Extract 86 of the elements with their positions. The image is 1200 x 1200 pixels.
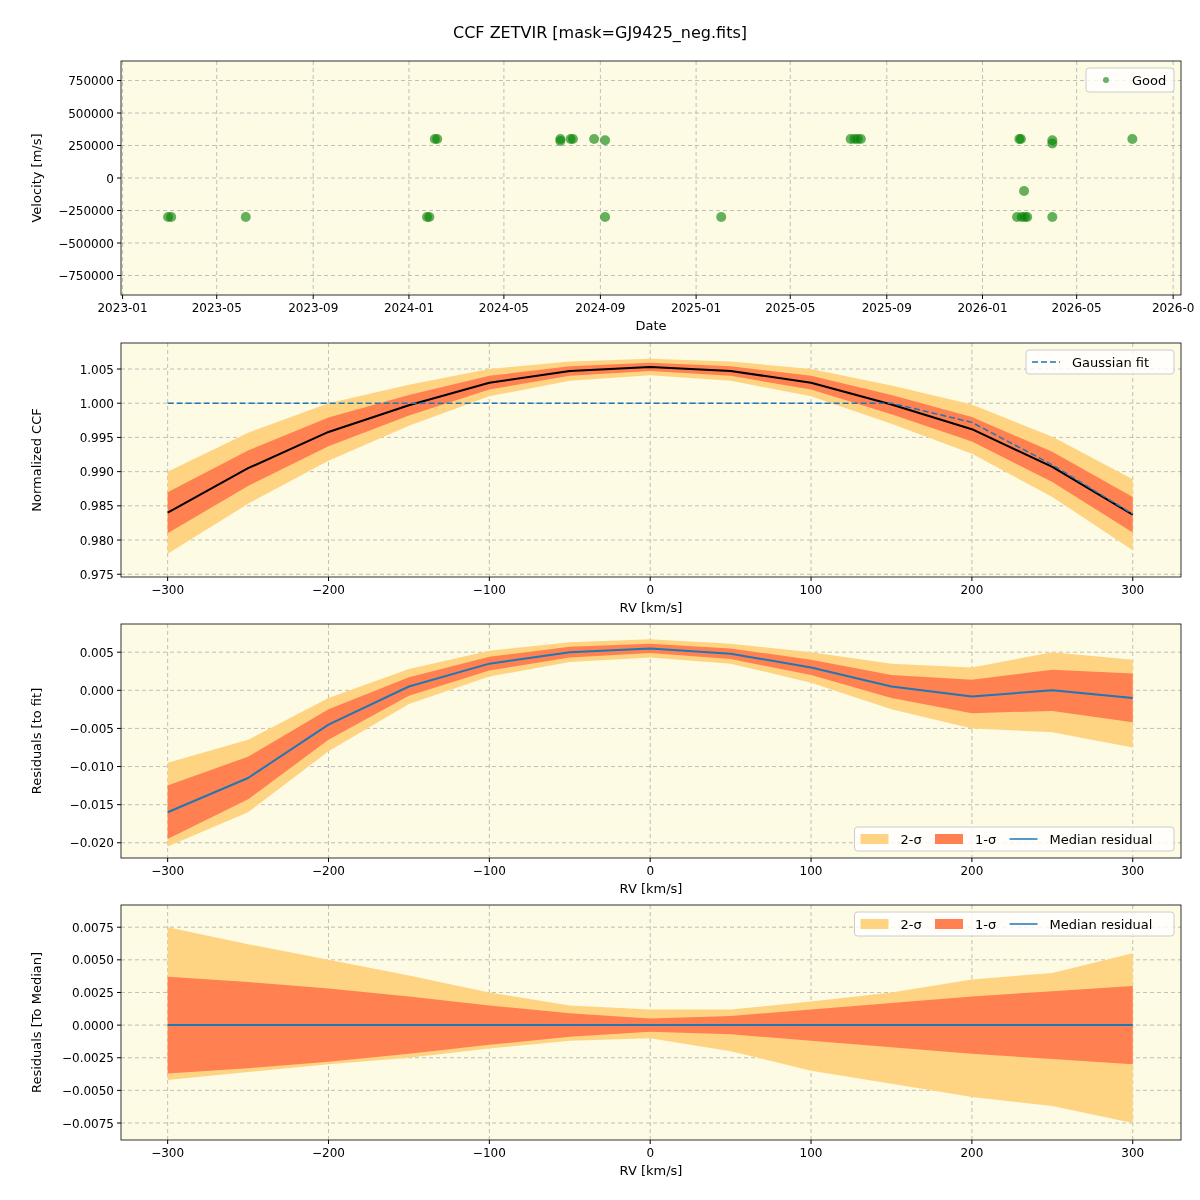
y-tick-label: −0.010 bbox=[69, 760, 114, 775]
y-tick-label: −0.005 bbox=[69, 721, 114, 736]
legend-label: Median residual bbox=[1049, 916, 1153, 932]
x-tick-label: 100 bbox=[799, 1146, 823, 1160]
x-tick-label: 300 bbox=[1121, 1146, 1145, 1160]
y-tick-label: −0.020 bbox=[69, 836, 114, 851]
point bbox=[240, 212, 251, 222]
y-tick-label: 0.0075 bbox=[72, 920, 114, 935]
y-tick-label: −500000 bbox=[58, 236, 114, 251]
y-tick-label: −750000 bbox=[58, 269, 114, 283]
x-axis-title: RV [km/s] bbox=[619, 881, 683, 896]
y-tick-label: 0.990 bbox=[79, 465, 114, 480]
x-tick-label: 0 bbox=[646, 583, 655, 597]
y-tick-label: −0.0025 bbox=[61, 1051, 114, 1066]
x-tick-label: 200 bbox=[960, 864, 984, 878]
x-axis-title: Date bbox=[635, 318, 667, 333]
legend-label: 2-σ bbox=[900, 916, 922, 932]
point bbox=[600, 135, 611, 146]
x-tick-label: −300 bbox=[151, 864, 185, 878]
legend-label: 1-σ bbox=[975, 916, 997, 932]
y-tick-label: −0.0075 bbox=[61, 1116, 114, 1131]
y-tick-label: 0.995 bbox=[79, 430, 114, 445]
legend-label: Gaussian fit bbox=[1072, 354, 1150, 370]
y-tick-label: 250000 bbox=[68, 139, 114, 153]
y-axis-title: Velocity [m/s] bbox=[29, 133, 44, 223]
x-tick-label: 2024-05 bbox=[478, 301, 529, 315]
x-tick-label: −200 bbox=[312, 864, 345, 878]
x-tick-label: 2023-09 bbox=[288, 301, 339, 315]
x-tick-label: 2023-05 bbox=[191, 301, 242, 315]
y-tick-label: 750000 bbox=[68, 74, 114, 88]
legend-label: 2-σ bbox=[900, 831, 922, 847]
x-tick-label: 2026-01 bbox=[957, 301, 1008, 315]
x-axis-title: RV [km/s] bbox=[619, 1163, 683, 1178]
y-tick-label: 0.975 bbox=[79, 567, 114, 582]
y-tick-label: 0.0025 bbox=[72, 985, 114, 1000]
chart-title: CCF ZETVIR [mask=GJ9425_neg.fits] bbox=[453, 23, 747, 43]
legend-label: 1-σ bbox=[975, 831, 997, 847]
x-tick-label: 200 bbox=[960, 583, 984, 597]
y-tick-label: −250000 bbox=[58, 204, 114, 218]
point bbox=[1047, 212, 1058, 222]
x-tick-label: −300 bbox=[151, 1146, 185, 1160]
point bbox=[716, 212, 727, 222]
x-tick-label: −200 bbox=[312, 1146, 345, 1160]
x-tick-label: 300 bbox=[1121, 864, 1145, 878]
x-tick-label: 0 bbox=[646, 864, 655, 878]
x-tick-label: −200 bbox=[312, 583, 345, 597]
x-tick-label: 300 bbox=[1121, 583, 1145, 597]
x-tick-label: 2023-01 bbox=[97, 301, 148, 315]
point bbox=[600, 212, 611, 222]
legend-label: Median residual bbox=[1049, 831, 1153, 847]
x-tick-label: 200 bbox=[960, 1146, 984, 1160]
x-tick-label: 0 bbox=[646, 1146, 655, 1160]
y-tick-label: 0.005 bbox=[79, 645, 114, 660]
x-tick-label: −100 bbox=[472, 583, 506, 597]
x-tick-label: 2024-09 bbox=[575, 301, 626, 315]
point bbox=[589, 134, 600, 144]
x-tick-label: 2026-0 bbox=[1151, 301, 1195, 315]
x-tick-label: 2025-09 bbox=[861, 301, 912, 315]
x-tick-label: 100 bbox=[799, 864, 823, 878]
legend-label: Good bbox=[1132, 72, 1167, 88]
y-tick-label: 500000 bbox=[68, 106, 114, 121]
y-tick-label: 0.0050 bbox=[72, 953, 114, 968]
y-axis-title: Residuals [to fit] bbox=[29, 687, 44, 795]
x-tick-label: −300 bbox=[151, 583, 185, 597]
x-tick-label: 2025-05 bbox=[765, 301, 816, 315]
x-tick-label: 2025-01 bbox=[671, 301, 722, 315]
point bbox=[1127, 134, 1138, 144]
x-tick-label: 2024-01 bbox=[383, 301, 435, 315]
x-tick-label: −100 bbox=[472, 864, 506, 878]
y-tick-label: 0.0000 bbox=[72, 1018, 114, 1033]
x-tick-label: 100 bbox=[799, 583, 823, 597]
y-tick-label: −0.0050 bbox=[61, 1083, 114, 1098]
y-axis-title: Residuals [To Median] bbox=[29, 951, 44, 1094]
y-tick-label: 0.980 bbox=[79, 533, 114, 548]
y-axis-title: Normalized CCF bbox=[29, 408, 44, 512]
y-tick-label: −0.015 bbox=[69, 798, 114, 813]
x-tick-label: 2026-05 bbox=[1051, 301, 1102, 315]
y-tick-label: 0.985 bbox=[79, 499, 114, 514]
point bbox=[1019, 186, 1030, 196]
y-tick-label: 0 bbox=[106, 171, 114, 186]
x-tick-label: −100 bbox=[472, 1146, 506, 1160]
y-tick-label: 1.005 bbox=[79, 362, 114, 377]
x-axis-title: RV [km/s] bbox=[619, 600, 683, 615]
line-series bbox=[166, 402, 1134, 515]
y-tick-label: 0.000 bbox=[79, 683, 114, 698]
y-tick-label: 1.000 bbox=[79, 396, 114, 411]
